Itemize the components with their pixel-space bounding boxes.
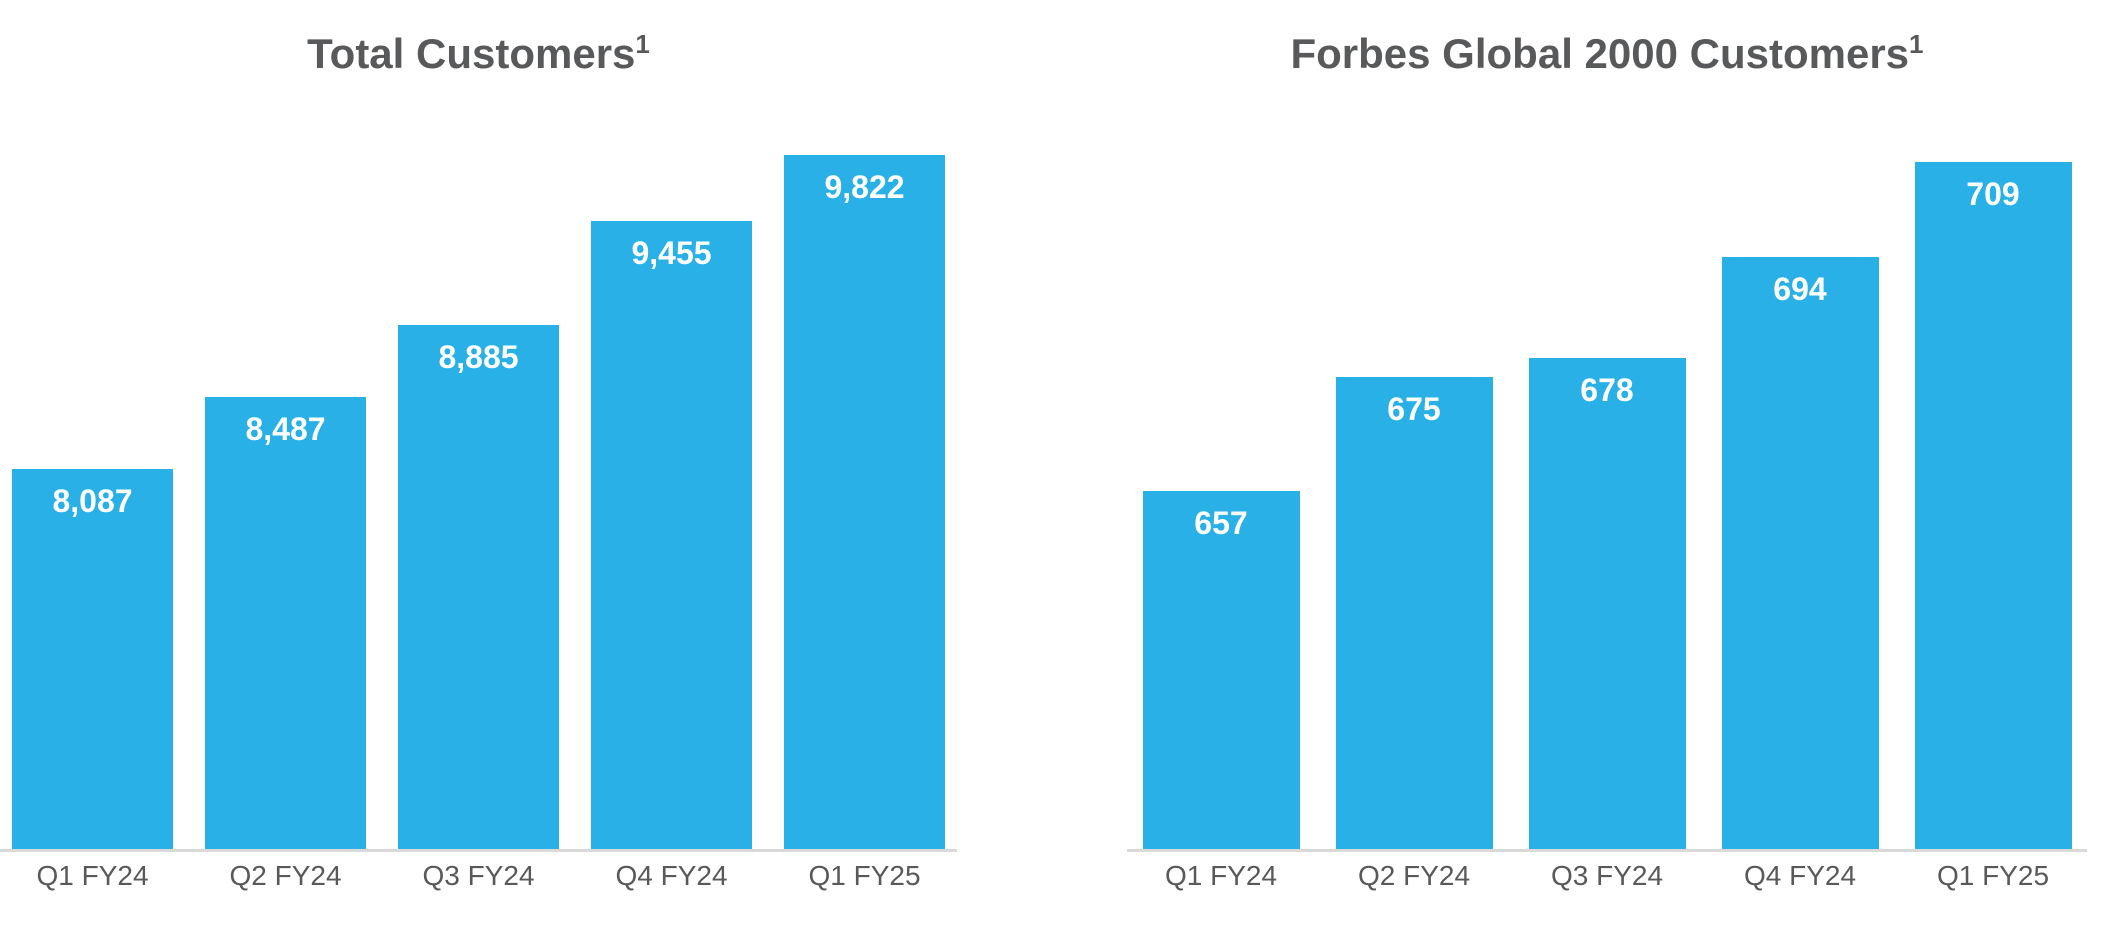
bar-q3-fy24: 8,885 — [398, 325, 559, 849]
x-tick-label-q1-fy24: Q1 FY24 — [36, 860, 149, 891]
bar-value-label: 8,885 — [438, 339, 519, 375]
x-tick-label-q1-fy24: Q1 FY24 — [1164, 860, 1278, 891]
x-tick-label-q1-fy25: Q1 FY25 — [808, 860, 921, 891]
bar-q3-fy24: 678 — [1528, 358, 1686, 849]
bar-q1-fy25: 9,822 — [784, 155, 945, 849]
x-axis-line — [1127, 849, 2087, 852]
bar-q4-fy24: 694 — [1721, 257, 1879, 849]
bar-value-label: 9,455 — [631, 235, 712, 271]
chart-title: Forbes Global 2000 Customers1 — [1127, 30, 2087, 78]
x-tick-label-q2-fy24: Q2 FY24 — [1357, 860, 1471, 891]
bar-q4-fy24: 9,455 — [591, 221, 752, 849]
bar-q1-fy25: 709 — [1914, 162, 2072, 849]
bar-q1-fy24: 657 — [1142, 491, 1300, 849]
x-tick-label-q3-fy24: Q3 FY24 — [422, 860, 535, 891]
bar-value-label: 657 — [1194, 505, 1248, 541]
bar-value-label: 675 — [1387, 391, 1441, 427]
chart-title-text: Forbes Global 2000 Customers — [1290, 30, 1910, 77]
x-tick-label-q4-fy24: Q4 FY24 — [1743, 860, 1857, 891]
x-tick-label-q3-fy24: Q3 FY24 — [1550, 860, 1664, 891]
bar-value-label: 8,487 — [245, 411, 326, 447]
total-customers-chart: Total Customers1 8,087 8,487 8,885 9,455… — [0, 0, 957, 937]
plot-area: 657 675 678 694 709 — [1127, 162, 2087, 849]
x-axis-labels: Q1 FY24 Q2 FY24 Q3 FY24 Q4 FY24 Q1 FY25 — [1127, 861, 2087, 891]
bar-value-label: 709 — [1966, 176, 2020, 212]
x-tick-label-q2-fy24: Q2 FY24 — [229, 860, 342, 891]
bar-value-label: 8,087 — [52, 483, 133, 519]
bar-value-label: 694 — [1773, 271, 1827, 307]
chart-title-text: Total Customers — [307, 30, 636, 77]
chart-title: Total Customers1 — [0, 30, 957, 78]
bar-q2-fy24: 8,487 — [205, 397, 366, 849]
x-axis-labels: Q1 FY24 Q2 FY24 Q3 FY24 Q4 FY24 Q1 FY25 — [0, 861, 957, 891]
bar-value-label: 9,822 — [824, 169, 905, 205]
bar-value-label: 678 — [1580, 372, 1634, 408]
x-axis-line — [0, 849, 957, 852]
bar-q1-fy24: 8,087 — [12, 469, 173, 849]
x-tick-label-q4-fy24: Q4 FY24 — [615, 860, 728, 891]
footnote-marker: 1 — [1909, 29, 1924, 59]
plot-area: 8,087 8,487 8,885 9,455 9,822 — [0, 155, 957, 849]
footnote-marker: 1 — [635, 29, 650, 59]
forbes-global-2000-customers-chart: Forbes Global 2000 Customers1 657 675 67… — [1127, 0, 2087, 937]
x-tick-label-q1-fy25: Q1 FY25 — [1936, 860, 2050, 891]
bar-q2-fy24: 675 — [1335, 377, 1493, 849]
